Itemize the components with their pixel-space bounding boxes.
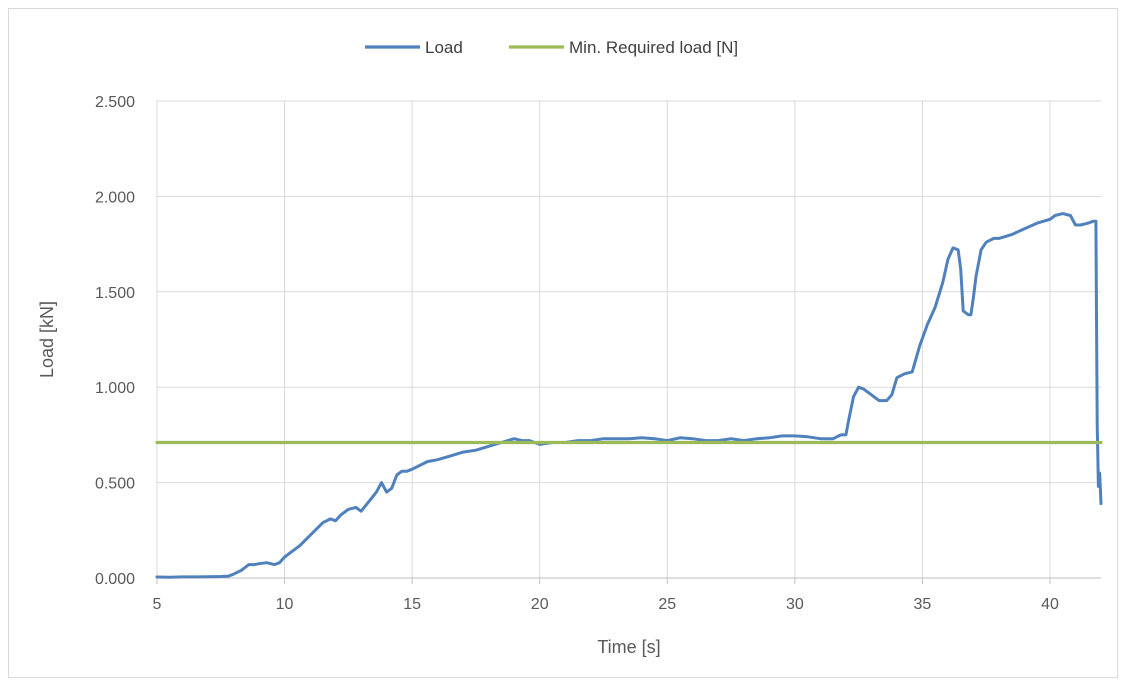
y-tick-label: 0.500 bbox=[95, 476, 135, 493]
y-tick-label: 1.500 bbox=[95, 285, 135, 302]
gridlines bbox=[156, 100, 1101, 584]
x-tick-label: 10 bbox=[276, 596, 294, 613]
series-lines bbox=[155, 212, 1103, 579]
x-tick-label: 40 bbox=[1041, 596, 1059, 613]
legend-label: Min. Required load [N] bbox=[569, 38, 738, 57]
x-axis-title: Time [s] bbox=[597, 637, 660, 657]
line-chart: 0.000 0.500 1.000 1.500 2.000 2.500 5 10 15 20 25… bbox=[37, 38, 1103, 657]
series-line-load bbox=[155, 212, 1103, 579]
plot-area bbox=[156, 101, 1101, 579]
y-axis-tick-labels: 0.000 0.500 1.000 1.500 2.000 2.500 bbox=[95, 94, 135, 588]
x-tick-label: 30 bbox=[786, 596, 804, 613]
chart-area: 0.000 0.500 1.000 1.500 2.000 2.500 5 10 15 20 25… bbox=[8, 8, 1118, 678]
x-tick-label: 25 bbox=[658, 596, 676, 613]
x-tick-label: 20 bbox=[531, 596, 549, 613]
y-tick-label: 1.000 bbox=[95, 380, 135, 397]
y-tick-label: 0.000 bbox=[95, 571, 135, 588]
legend: Load Min. Required load [N] bbox=[365, 38, 738, 57]
x-tick-label: 15 bbox=[403, 596, 421, 613]
y-tick-label: 2.000 bbox=[95, 189, 135, 206]
y-tick-label: 2.500 bbox=[95, 94, 135, 111]
legend-label: Load bbox=[425, 38, 463, 57]
x-axis-tick-labels: 5 10 15 20 25 30 35 40 bbox=[153, 596, 1059, 613]
x-tick-label: 35 bbox=[914, 596, 932, 613]
y-axis-title: Load [kN] bbox=[37, 301, 57, 378]
x-tick-label: 5 bbox=[153, 596, 162, 613]
